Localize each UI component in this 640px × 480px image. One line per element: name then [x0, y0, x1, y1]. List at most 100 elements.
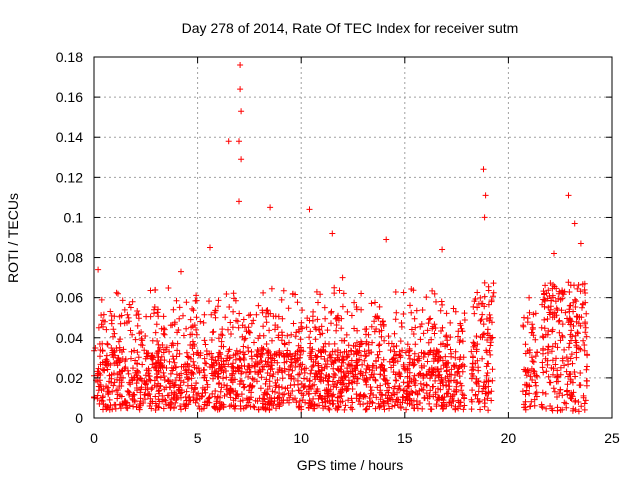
data-point [543, 368, 550, 375]
data-point [390, 343, 397, 350]
data-point [418, 321, 425, 327]
data-point [298, 366, 305, 373]
data-point [190, 389, 197, 396]
data-point [549, 314, 556, 321]
data-point [381, 368, 388, 375]
data-point [311, 381, 318, 388]
data-point [219, 326, 226, 333]
data-point [472, 392, 479, 399]
data-point [445, 386, 452, 393]
data-point [388, 364, 395, 371]
data-point [230, 308, 237, 315]
data-point [111, 330, 118, 337]
data-point [109, 347, 116, 354]
data-point [540, 347, 546, 354]
data-point [481, 293, 488, 300]
data-point [348, 395, 355, 402]
data-point [227, 354, 233, 361]
data-point [581, 347, 588, 354]
data-point [193, 292, 200, 299]
data-point [328, 309, 334, 316]
data-point [110, 333, 116, 340]
data-point [553, 305, 560, 312]
data-point [132, 357, 139, 364]
data-point [553, 374, 560, 381]
data-point [357, 401, 364, 408]
data-point [573, 339, 580, 346]
data-point [314, 353, 321, 360]
data-point [480, 321, 487, 328]
data-point [406, 369, 413, 376]
data-point [324, 363, 330, 370]
data-point [200, 319, 207, 326]
data-point [163, 344, 170, 351]
data-point [474, 304, 481, 311]
data-point [308, 367, 315, 374]
data-point [338, 325, 345, 332]
data-point [125, 314, 132, 321]
data-point [417, 371, 424, 377]
x-tick-label: 15 [397, 430, 413, 446]
data-point [553, 355, 559, 362]
data-point [201, 355, 208, 362]
data-point [473, 333, 480, 340]
data-point [526, 403, 533, 410]
data-point [153, 350, 160, 357]
data-point [544, 295, 551, 302]
data-point [131, 347, 138, 354]
data-point [269, 388, 276, 395]
data-point [543, 290, 550, 297]
data-point [218, 384, 225, 391]
data-point [212, 314, 219, 321]
data-point [100, 401, 107, 408]
data-point [259, 363, 266, 370]
data-point [105, 389, 112, 396]
data-point [306, 352, 313, 359]
data-point [189, 338, 196, 345]
data-point [347, 404, 354, 411]
data-point [294, 299, 301, 306]
data-point [377, 387, 384, 394]
data-point [306, 334, 313, 341]
data-point [347, 347, 354, 354]
data-point [155, 306, 161, 313]
data-point [427, 375, 433, 382]
data-point [391, 330, 398, 337]
data-point [455, 365, 462, 372]
data-point [368, 300, 375, 307]
data-point [300, 384, 307, 391]
data-point [210, 375, 216, 382]
data-point [333, 322, 340, 328]
data-point [427, 315, 434, 322]
data-point [437, 386, 444, 393]
data-point [151, 377, 158, 384]
data-point [276, 390, 283, 397]
data-point [541, 316, 548, 323]
data-point [406, 392, 413, 398]
data-point [479, 311, 486, 318]
data-point [317, 392, 324, 399]
data-point [238, 368, 245, 375]
data-point [136, 330, 143, 337]
data-point [556, 329, 563, 336]
data-point [264, 386, 271, 393]
data-point [137, 375, 144, 382]
data-point [339, 303, 346, 310]
data-point [269, 365, 276, 372]
data-point [454, 379, 461, 386]
data-point [450, 398, 457, 405]
data-point [400, 289, 407, 296]
chart-title: Day 278 of 2014, Rate Of TEC Index for r… [182, 20, 519, 36]
data-point [414, 405, 421, 412]
data-point [143, 353, 150, 360]
data-point [433, 298, 439, 305]
data-point [400, 311, 407, 317]
data-point [572, 304, 579, 310]
data-point [127, 327, 134, 334]
data-point [226, 346, 233, 353]
data-point [249, 355, 255, 362]
data-point [154, 371, 160, 377]
data-point [437, 307, 444, 314]
data-point [386, 384, 393, 391]
data-point [566, 392, 573, 399]
